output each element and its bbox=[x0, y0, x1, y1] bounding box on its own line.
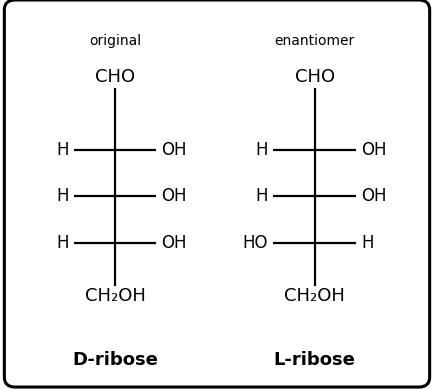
Text: H: H bbox=[56, 187, 69, 205]
Text: OH: OH bbox=[161, 234, 187, 252]
FancyBboxPatch shape bbox=[4, 0, 430, 387]
Text: H: H bbox=[256, 141, 268, 159]
Text: D-ribose: D-ribose bbox=[72, 351, 158, 369]
Text: H: H bbox=[361, 234, 374, 252]
Text: OH: OH bbox=[361, 187, 387, 205]
Text: CH₂OH: CH₂OH bbox=[85, 287, 145, 305]
Text: CHO: CHO bbox=[295, 68, 335, 86]
Text: H: H bbox=[56, 141, 69, 159]
Text: L-ribose: L-ribose bbox=[274, 351, 355, 369]
Text: CH₂OH: CH₂OH bbox=[284, 287, 345, 305]
Text: HO: HO bbox=[243, 234, 268, 252]
Text: H: H bbox=[256, 187, 268, 205]
Text: original: original bbox=[89, 34, 141, 48]
Text: enantiomer: enantiomer bbox=[275, 34, 355, 48]
Text: CHO: CHO bbox=[95, 68, 135, 86]
Text: H: H bbox=[56, 234, 69, 252]
Text: OH: OH bbox=[161, 187, 187, 205]
Text: OH: OH bbox=[161, 141, 187, 159]
Text: OH: OH bbox=[361, 141, 387, 159]
